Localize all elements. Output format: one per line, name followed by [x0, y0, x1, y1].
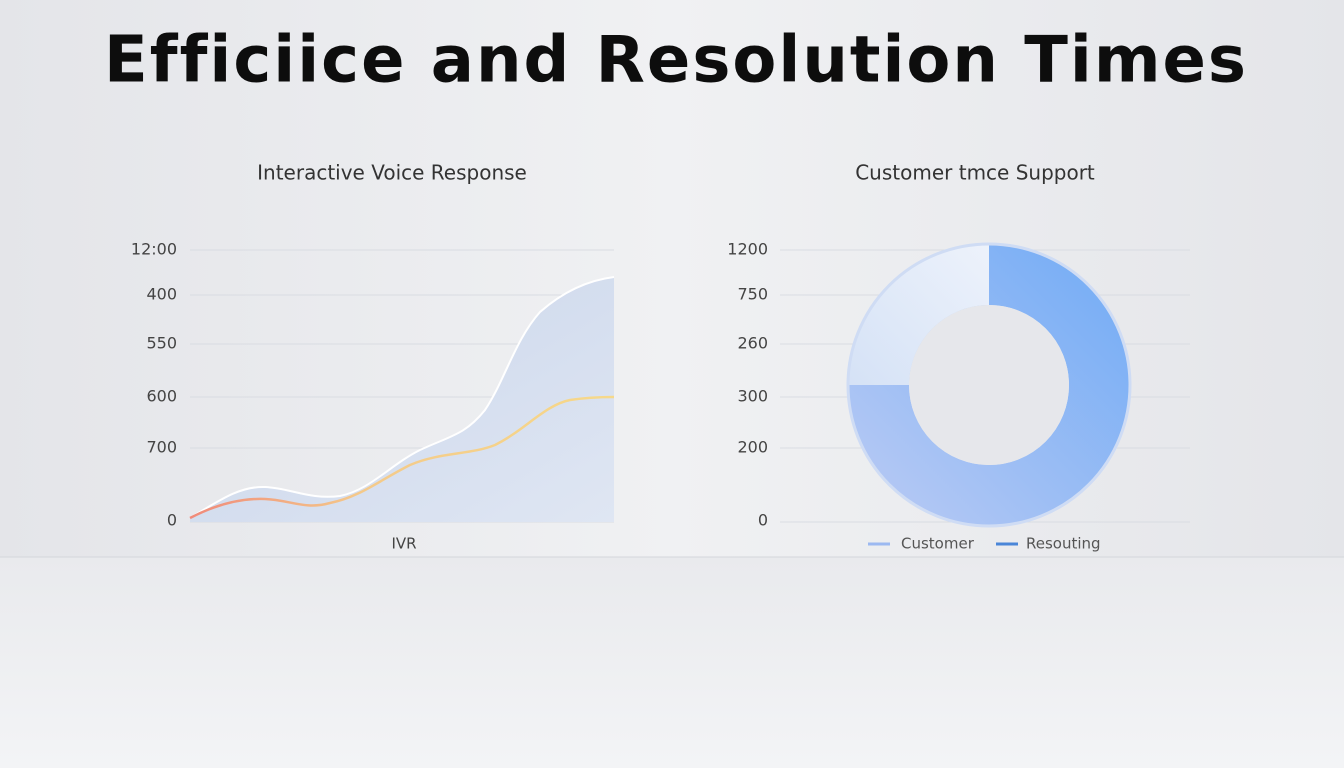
- y-label: 260: [737, 334, 768, 353]
- line: [189, 395, 615, 520]
- x-label: IVR: [391, 535, 416, 553]
- y-label: 550: [146, 334, 177, 353]
- donut-outline: [846, 242, 1132, 528]
- y-label: 300: [737, 387, 768, 406]
- panel-title: Customer tmce Support: [855, 161, 1095, 185]
- y-label: 750: [737, 285, 768, 304]
- area-edge: [189, 276, 615, 519]
- floor: [0, 557, 1344, 768]
- y-label: 700: [146, 438, 177, 457]
- y-label: 12:00: [131, 240, 177, 259]
- y-label: 400: [146, 285, 177, 304]
- y-label: 0: [758, 511, 768, 530]
- y-label: 0: [167, 511, 177, 530]
- legend-label: Resouting: [1026, 535, 1101, 553]
- page-title: Efficiice and Resolution Times: [104, 24, 1248, 98]
- donut-hole: [909, 305, 1069, 465]
- panel-title: Interactive Voice Response: [257, 161, 527, 185]
- donut-segment: [849, 245, 989, 385]
- background: [0, 0, 1344, 557]
- y-label: 600: [146, 387, 177, 406]
- y-label: 200: [737, 438, 768, 457]
- legend-label: Customer: [901, 535, 975, 553]
- y-label: 1200: [727, 240, 768, 259]
- area: [190, 277, 614, 522]
